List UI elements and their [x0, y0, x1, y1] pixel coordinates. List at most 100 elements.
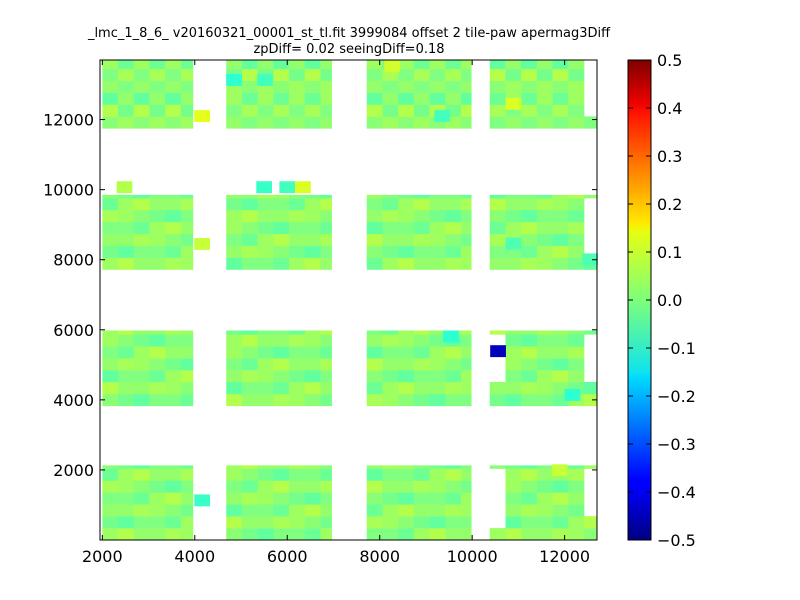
heatmap-cell: [505, 221, 522, 235]
heatmap-cell: [568, 60, 585, 70]
heatmap-cell: [118, 528, 135, 541]
heatmap-cell: [102, 346, 119, 359]
heatmap-cell: [304, 480, 321, 493]
heatmap-cell: [257, 393, 274, 407]
heatmap-cell: [429, 528, 446, 541]
heatmap-cell: [413, 60, 430, 70]
heatmap-cell: [180, 194, 194, 199]
heatmap-cell: [102, 465, 119, 469]
heatmap-cell: [226, 245, 243, 258]
heatmap-cell: [118, 465, 135, 469]
heatmap-cell: [429, 504, 446, 517]
heatmap-cell: [521, 504, 538, 517]
heatmap-cell: [445, 233, 462, 246]
heatmap-cell: [226, 257, 243, 270]
heatmap-cell: [366, 80, 383, 93]
heatmap-cell: [398, 198, 415, 211]
heatmap-cell: [552, 198, 569, 211]
heatmap-cell: [398, 346, 415, 359]
heatmap-cell: [241, 468, 258, 481]
heatmap-cell: [241, 334, 258, 347]
heatmap-cell: [536, 60, 553, 70]
heatmap-cell: [118, 334, 135, 347]
heatmap-cell: [536, 194, 553, 199]
heatmap-cell: [241, 104, 258, 117]
heatmap-cell: [584, 393, 598, 407]
heatmap-cell: [118, 504, 135, 517]
heatmap-cell: [165, 194, 182, 199]
heatmap-cell: [118, 257, 135, 270]
heatmap-cell: [320, 381, 332, 395]
heatmap-cell: [273, 504, 290, 517]
heatmap-cell: [489, 257, 506, 270]
heatmap-cell: [568, 330, 585, 335]
heatmap-cell: [273, 468, 290, 481]
heatmap-cell: [149, 468, 166, 481]
heatmap-cell: [568, 492, 585, 505]
heatmap-cell: [241, 504, 258, 517]
heatmap-cell: [257, 334, 274, 347]
x-axis: 2000 4000 6000 8000 10000 12000: [82, 60, 590, 566]
heatmap-cell: [320, 516, 332, 529]
heatmap-cell: [489, 68, 506, 81]
heatmap-cell: [257, 516, 274, 529]
heatmap-cell: [133, 245, 150, 258]
heatmap-cell: [149, 504, 166, 517]
heatmap-cell: [241, 492, 258, 505]
heatmap-cell-outlier: [582, 253, 598, 266]
heatmap-cell: [568, 480, 585, 493]
heatmap-cell: [304, 465, 321, 469]
heatmap-cell: [165, 516, 182, 529]
heatmap-cell: [304, 370, 321, 383]
heatmap-cell: [536, 381, 553, 395]
heatmap-cell: [461, 492, 472, 505]
heatmap-cell: [382, 480, 399, 493]
heatmap-cell: [521, 68, 538, 81]
heatmap-cell: [568, 92, 585, 105]
heatmap-cell: [505, 516, 522, 529]
heatmap-cell: [366, 465, 383, 469]
heatmap-cell: [273, 370, 290, 383]
heatmap-cell: [226, 194, 243, 199]
heatmap-cell: [536, 393, 553, 407]
heatmap-cell-outlier: [505, 237, 522, 250]
heatmap-cell: [398, 245, 415, 258]
heatmap-cell-outlier: [116, 181, 133, 194]
colorbar-tick-label: −0.2: [657, 387, 696, 406]
heatmap-cell: [149, 346, 166, 359]
heatmap-cell: [257, 194, 274, 199]
heatmap-cell-outlier: [194, 494, 211, 507]
heatmap-cell: [226, 480, 243, 493]
heatmap-cell: [102, 198, 119, 211]
heatmap-cell: [584, 516, 598, 529]
heatmap-cell: [568, 233, 585, 246]
heatmap-cell: [552, 480, 569, 493]
heatmap-cell-outlier: [226, 74, 242, 86]
heatmap-cell: [429, 221, 446, 235]
heatmap-cell: [398, 468, 415, 481]
heatmap-cell: [536, 116, 553, 129]
heatmap-cell: [289, 198, 306, 211]
heatmap-cell: [568, 68, 585, 81]
heatmap-cell: [320, 334, 332, 347]
heatmap-cell: [304, 504, 321, 517]
heatmap-cell: [226, 116, 243, 129]
heatmap-cell: [536, 80, 553, 93]
heatmap-cell: [461, 116, 472, 129]
heatmap-cell: [568, 346, 585, 359]
heatmap-cell: [445, 504, 462, 517]
heatmap-cell: [289, 504, 306, 517]
heatmap-cell: [102, 116, 119, 129]
heatmap-cell: [398, 209, 415, 223]
heatmap-cell: [536, 346, 553, 359]
heatmap-cell: [133, 346, 150, 359]
heatmap-cell: [241, 330, 258, 335]
heatmap-cell: [241, 194, 258, 199]
heatmap-cell: [552, 80, 569, 93]
heatmap-cell: [429, 480, 446, 493]
heatmap-cell: [273, 92, 290, 105]
heatmap-cell: [505, 492, 522, 505]
heatmap-cell: [257, 245, 274, 258]
heatmap-cell: [133, 330, 150, 335]
heatmap-cell: [165, 209, 182, 223]
